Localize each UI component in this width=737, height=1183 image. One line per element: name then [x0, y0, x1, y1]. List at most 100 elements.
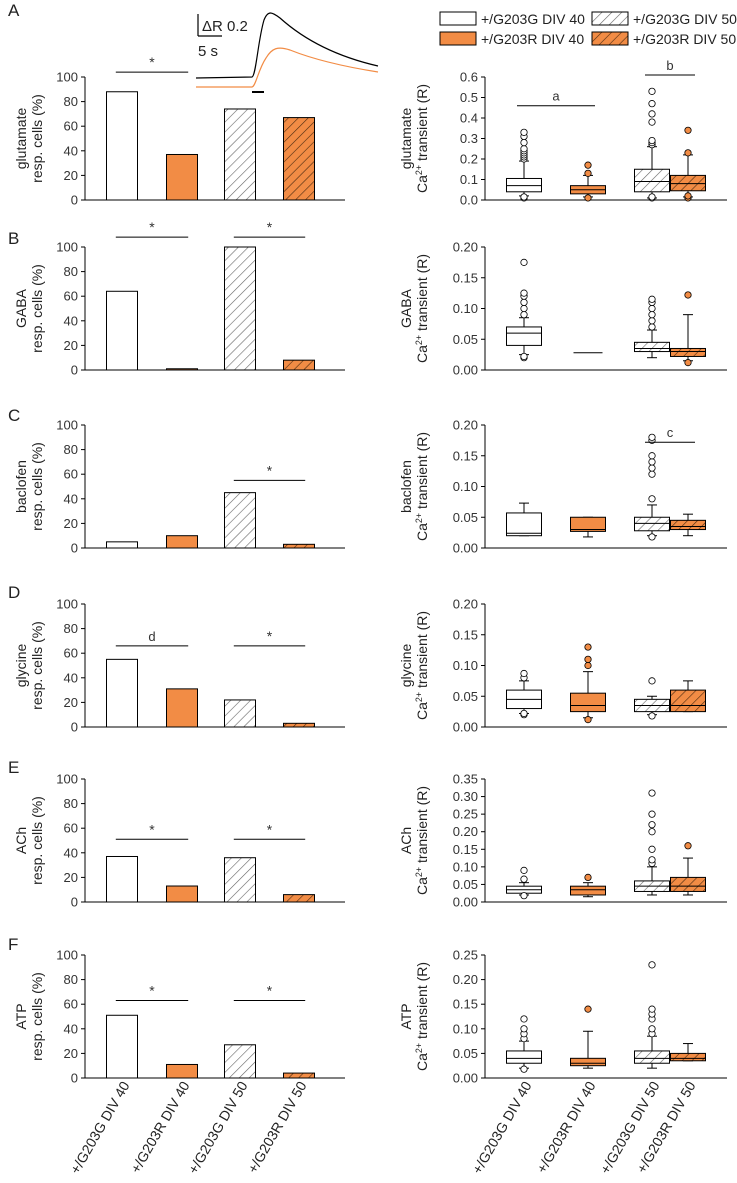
y-tick-label: 0.00: [453, 720, 478, 735]
panel-D-bar: D 0 20 40 60 80 100 glycine resp. cells (%) d *: [8, 583, 345, 735]
panel-letter: F: [8, 935, 18, 954]
outlier-point: [684, 291, 692, 299]
y-tick-label: 0.20: [453, 597, 478, 612]
outlier-point: [648, 712, 656, 720]
outlier-point: [648, 311, 656, 319]
box: [670, 174, 706, 192]
box: [670, 876, 706, 892]
significance-label: d: [148, 629, 155, 644]
outlier-point: [520, 875, 528, 883]
y-axis-title: Ca2+ transient (R): [414, 254, 430, 363]
significance-label: *: [267, 219, 273, 235]
outlier-point: [520, 669, 528, 678]
bar: [166, 153, 198, 201]
significance-label: *: [267, 821, 273, 837]
box: [670, 519, 706, 531]
box: [570, 516, 606, 532]
outlier-point: [684, 842, 692, 850]
box: [506, 177, 542, 193]
y-tick-label: 0.15: [453, 270, 478, 285]
y-axis-title: Ca2+ transient (R): [414, 786, 430, 895]
y-tick-label: 80: [64, 94, 78, 109]
y-tick-label: 20: [64, 695, 78, 710]
scalebar-time-label: 5 s: [198, 43, 218, 60]
box: [634, 341, 670, 353]
legend-swatch: [439, 31, 477, 46]
outlier-point: [520, 352, 528, 361]
y-tick-label: 0.05: [453, 510, 478, 525]
bar: [283, 1072, 315, 1079]
x-tick-label: +/G203R DIV 40: [127, 1078, 193, 1175]
panel-letter: D: [8, 583, 20, 602]
outlier-point: [648, 1025, 656, 1033]
outlier-point: [520, 892, 528, 900]
outlier-point: [648, 304, 656, 313]
outlier-point: [520, 311, 528, 319]
outlier-point: [520, 139, 528, 147]
y-tick-label: 0.20: [453, 824, 478, 839]
y-axis-title: Ca2+ transient (R): [414, 962, 430, 1071]
outlier-point: [648, 1005, 656, 1013]
bar: [224, 492, 256, 549]
y-tick-label: 100: [56, 240, 78, 255]
y-tick-label: 0.20: [453, 972, 478, 987]
y-tick-label: 0.05: [453, 332, 478, 347]
panel-letter: C: [8, 406, 20, 425]
y-tick-label: 60: [64, 997, 78, 1012]
y-axis-title: Ca2+ transient (R): [414, 611, 430, 720]
y-tick-label: 100: [56, 70, 78, 85]
y-tick-label: 40: [64, 1021, 78, 1036]
bar: [283, 117, 315, 201]
panel-E-bar: E 0 20 40 60 80 100 ACh resp. cells (%) * *: [8, 758, 345, 910]
outlier-point: [648, 433, 656, 441]
outlier-point: [584, 661, 592, 670]
significance-label: c: [667, 425, 674, 440]
outlier-point: [520, 289, 528, 297]
significance-label: *: [267, 628, 273, 644]
y-tick-label: 0.25: [453, 807, 478, 822]
outlier-point: [648, 323, 656, 331]
x-tick-label: +/G203G DIV 50: [185, 1078, 251, 1176]
y-tick-label: 0.10: [453, 658, 478, 673]
outlier-point: [648, 845, 656, 853]
bar: [283, 543, 315, 549]
y-tick-label: 0.20: [453, 240, 478, 255]
panel-letter: A: [8, 1, 20, 20]
outlier-point: [648, 136, 656, 145]
outlier-point: [520, 298, 528, 306]
outlier-point: [648, 495, 656, 503]
box: [506, 1050, 542, 1064]
bar: [106, 91, 138, 201]
y-axis-title: resp. cells (%): [29, 442, 45, 531]
y-tick-label: 20: [64, 870, 78, 885]
outlier-point: [648, 677, 656, 685]
outlier-point: [584, 716, 592, 724]
y-tick-label: 0.5: [460, 90, 478, 105]
y-tick-label: 80: [64, 442, 78, 457]
y-tick-label: 80: [64, 796, 78, 811]
outlier-point: [648, 533, 656, 541]
y-tick-label: 0.15: [453, 448, 478, 463]
outlier-point: [648, 856, 656, 864]
y-axis-title: resp. cells (%): [29, 972, 45, 1061]
y-tick-label: 0.00: [453, 1071, 478, 1086]
box: [506, 512, 542, 537]
y-tick-label: 0.00: [453, 895, 478, 910]
outlier-point: [520, 709, 528, 718]
legend-label: +/G203R DIV 40: [481, 31, 584, 47]
y-tick-label: 60: [64, 646, 78, 661]
y-tick-label: 0.15: [453, 627, 478, 642]
y-tick-label: 0.1: [460, 172, 478, 187]
significance-label: b: [666, 58, 673, 73]
bar: [224, 857, 256, 903]
y-tick-label: 60: [64, 289, 78, 304]
outlier-point: [584, 655, 592, 663]
y-axis-title: resp. cells (%): [29, 94, 45, 183]
y-axis-title: ATP: [398, 1003, 414, 1029]
bar: [166, 1063, 198, 1079]
y-tick-label: 0.3: [460, 131, 478, 146]
box: [670, 689, 706, 713]
